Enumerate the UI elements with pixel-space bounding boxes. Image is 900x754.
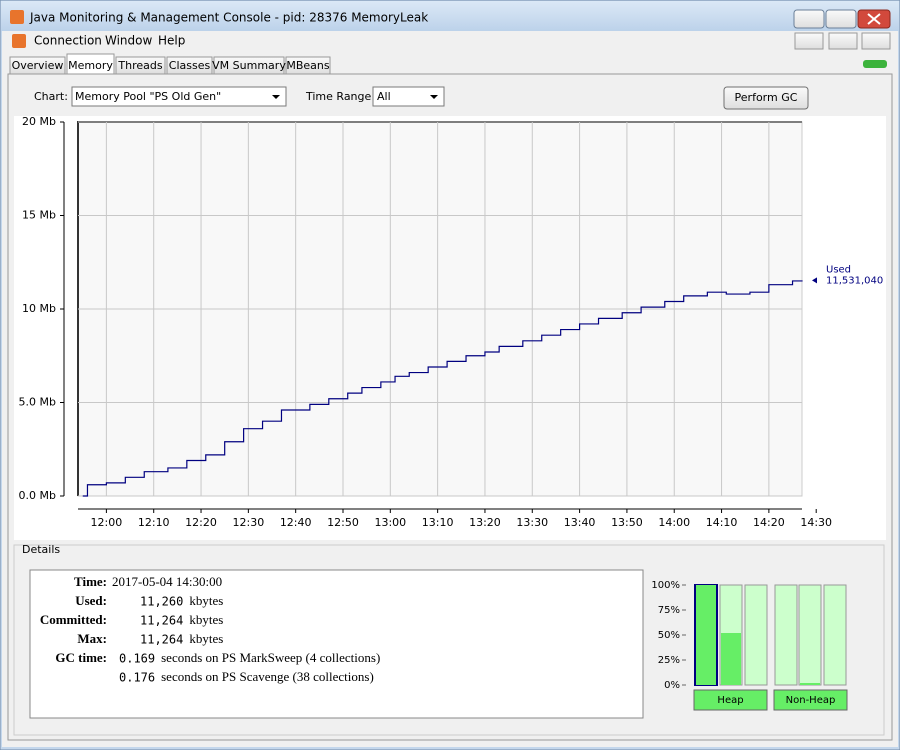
group-label: Non-Heap <box>786 695 836 706</box>
x-tick-label: 13:20 <box>469 516 501 529</box>
combo-arrow <box>272 95 280 99</box>
detail-label: Committed: <box>40 612 107 627</box>
x-tick-label: 12:00 <box>91 516 123 529</box>
bar-background[interactable] <box>823 584 847 686</box>
detail-label: Max: <box>77 631 107 646</box>
y-tick-label: 5.0 Mb <box>19 396 56 409</box>
inner-minimize[interactable] <box>794 32 824 50</box>
detail-unit: seconds on PS Scavenge (38 collections) <box>161 669 374 684</box>
tab-label: Threads <box>117 59 162 72</box>
chart-combo[interactable] <box>71 86 287 107</box>
detail-label: Used: <box>75 593 107 608</box>
x-tick-label: 12:20 <box>185 516 217 529</box>
app-icon <box>10 10 24 24</box>
bar-tick-label: 50% <box>658 630 680 641</box>
combo-arrow <box>430 95 438 99</box>
detail-unit: kbytes <box>189 612 223 627</box>
tab-label: Overview <box>12 59 64 72</box>
group-button[interactable] <box>773 689 848 711</box>
range-combo[interactable] <box>372 86 445 107</box>
x-tick-label: 12:30 <box>233 516 265 529</box>
x-tick-label: 12:40 <box>280 516 312 529</box>
bar <box>696 585 716 685</box>
y-tick-label: 0.0 Mb <box>19 489 56 502</box>
range-label: Time Range: <box>305 90 375 103</box>
close-icon <box>867 13 881 25</box>
y-tick-label: 20 Mb <box>22 115 56 128</box>
detail-unit: seconds on PS MarkSweep (4 collections) <box>161 650 380 665</box>
y-tick-label: 15 Mb <box>22 209 56 222</box>
x-tick-label: 14:20 <box>753 516 785 529</box>
tab-label: Memory <box>68 59 113 72</box>
perform-gc-label: Perform GC <box>735 91 798 104</box>
perform-gc-button[interactable] <box>723 86 809 110</box>
tab-label: VM Summary <box>212 59 286 72</box>
tab-label: MBeans <box>286 59 330 72</box>
x-tick-label: 14:10 <box>706 516 738 529</box>
detail-number: 11,264 <box>140 614 183 628</box>
group-label: Heap <box>717 695 743 706</box>
x-tick-label: 14:00 <box>658 516 690 529</box>
x-tick-label: 13:50 <box>611 516 643 529</box>
x-tick-label: 13:40 <box>564 516 596 529</box>
menu-item[interactable]: Window <box>105 34 153 48</box>
chart-combo-value: Memory Pool "PS Old Gen" <box>75 90 221 103</box>
connection-icon <box>863 60 887 68</box>
detail-number: 11,260 <box>140 595 183 609</box>
group-button[interactable] <box>693 689 768 711</box>
range-combo-value: All <box>377 90 391 103</box>
tab-label: Classes <box>169 59 211 72</box>
y-tick-label: 10 Mb <box>22 302 56 315</box>
bar <box>800 683 820 685</box>
bar-tick-label: 0% <box>664 680 680 691</box>
x-tick-label: 13:10 <box>422 516 454 529</box>
inner-restore[interactable] <box>828 32 858 50</box>
detail-label: GC time: <box>55 650 107 665</box>
data-line <box>82 280 803 497</box>
bar-background[interactable] <box>744 584 768 686</box>
detail-unit: kbytes <box>189 593 223 608</box>
bar-background[interactable] <box>798 584 822 686</box>
details-title: Details <box>22 543 60 556</box>
legend-marker <box>812 277 817 284</box>
bar-background[interactable] <box>774 584 798 686</box>
doc-icon <box>12 34 26 48</box>
detail-value: 2017-05-04 14:30:00 <box>112 574 222 589</box>
x-tick-label: 13:00 <box>374 516 406 529</box>
legend-label: Used <box>826 264 851 275</box>
x-tick-label: 13:30 <box>516 516 548 529</box>
bar-tick-label: 100% <box>651 580 680 591</box>
details-box <box>29 569 644 719</box>
menu-bar <box>2 31 898 51</box>
menu-item[interactable]: Help <box>158 34 185 48</box>
current-value: 11,531,040 <box>826 275 883 286</box>
detail-number: 11,264 <box>140 633 183 647</box>
detail-label: Time: <box>74 574 107 589</box>
detail-number: 0.176 <box>119 671 155 685</box>
inner-close[interactable] <box>861 32 891 50</box>
bar-tick-label: 25% <box>658 655 680 666</box>
x-tick-label: 12:10 <box>138 516 170 529</box>
bar <box>721 633 741 685</box>
x-tick-label: 14:30 <box>800 516 832 529</box>
bar-tick-label: 75% <box>658 605 680 616</box>
detail-number: 0.169 <box>119 652 155 666</box>
title-bar <box>1 1 899 31</box>
menu-item[interactable]: Connection <box>34 34 102 48</box>
chart-label: Chart: <box>34 90 68 103</box>
x-tick-label: 12:50 <box>327 516 359 529</box>
window-title: Java Monitoring & Management Console - p… <box>29 11 428 25</box>
maximize[interactable] <box>825 9 857 29</box>
detail-unit: kbytes <box>189 631 223 646</box>
minimize[interactable] <box>793 9 825 29</box>
